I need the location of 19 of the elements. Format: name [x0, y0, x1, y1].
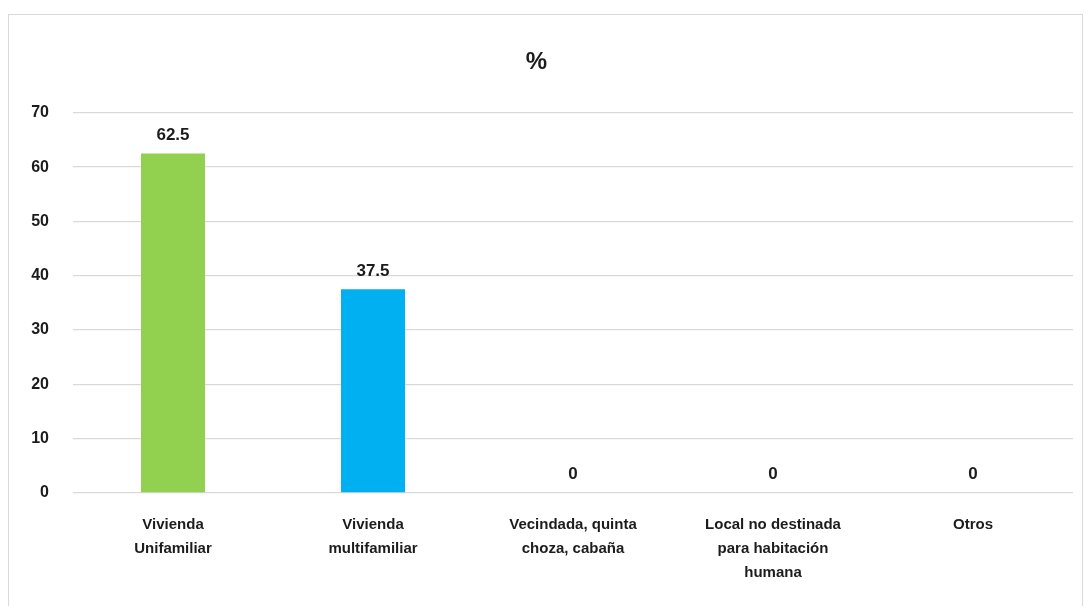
y-tick-label: 60 [31, 157, 50, 175]
data-label: 62.5 [156, 124, 190, 144]
x-tick-label: Vecindada, quinta choza, cabaña [509, 515, 638, 557]
data-label: 0 [568, 464, 578, 484]
x-tick-label: Otros [952, 515, 994, 533]
data-label: 0 [968, 464, 978, 484]
x-tick-label: Vivienda multifamiliar [328, 515, 418, 557]
data-label: 37.5 [356, 260, 390, 280]
y-tick-label: 50 [31, 211, 50, 229]
y-tick-label: 20 [31, 374, 50, 392]
chart-title: % [525, 47, 548, 75]
y-tick-label: 30 [31, 320, 50, 338]
x-tick-label: Vivienda Unifamiliar [134, 515, 212, 557]
y-tick-label: 40 [31, 266, 50, 284]
y-tick-label: 10 [31, 429, 50, 447]
y-tick-label: 0 [40, 483, 50, 501]
data-label: 0 [768, 464, 778, 484]
x-tick-label: Local no destinada para habitación humana [705, 515, 842, 581]
y-tick-label: 70 [31, 103, 50, 121]
